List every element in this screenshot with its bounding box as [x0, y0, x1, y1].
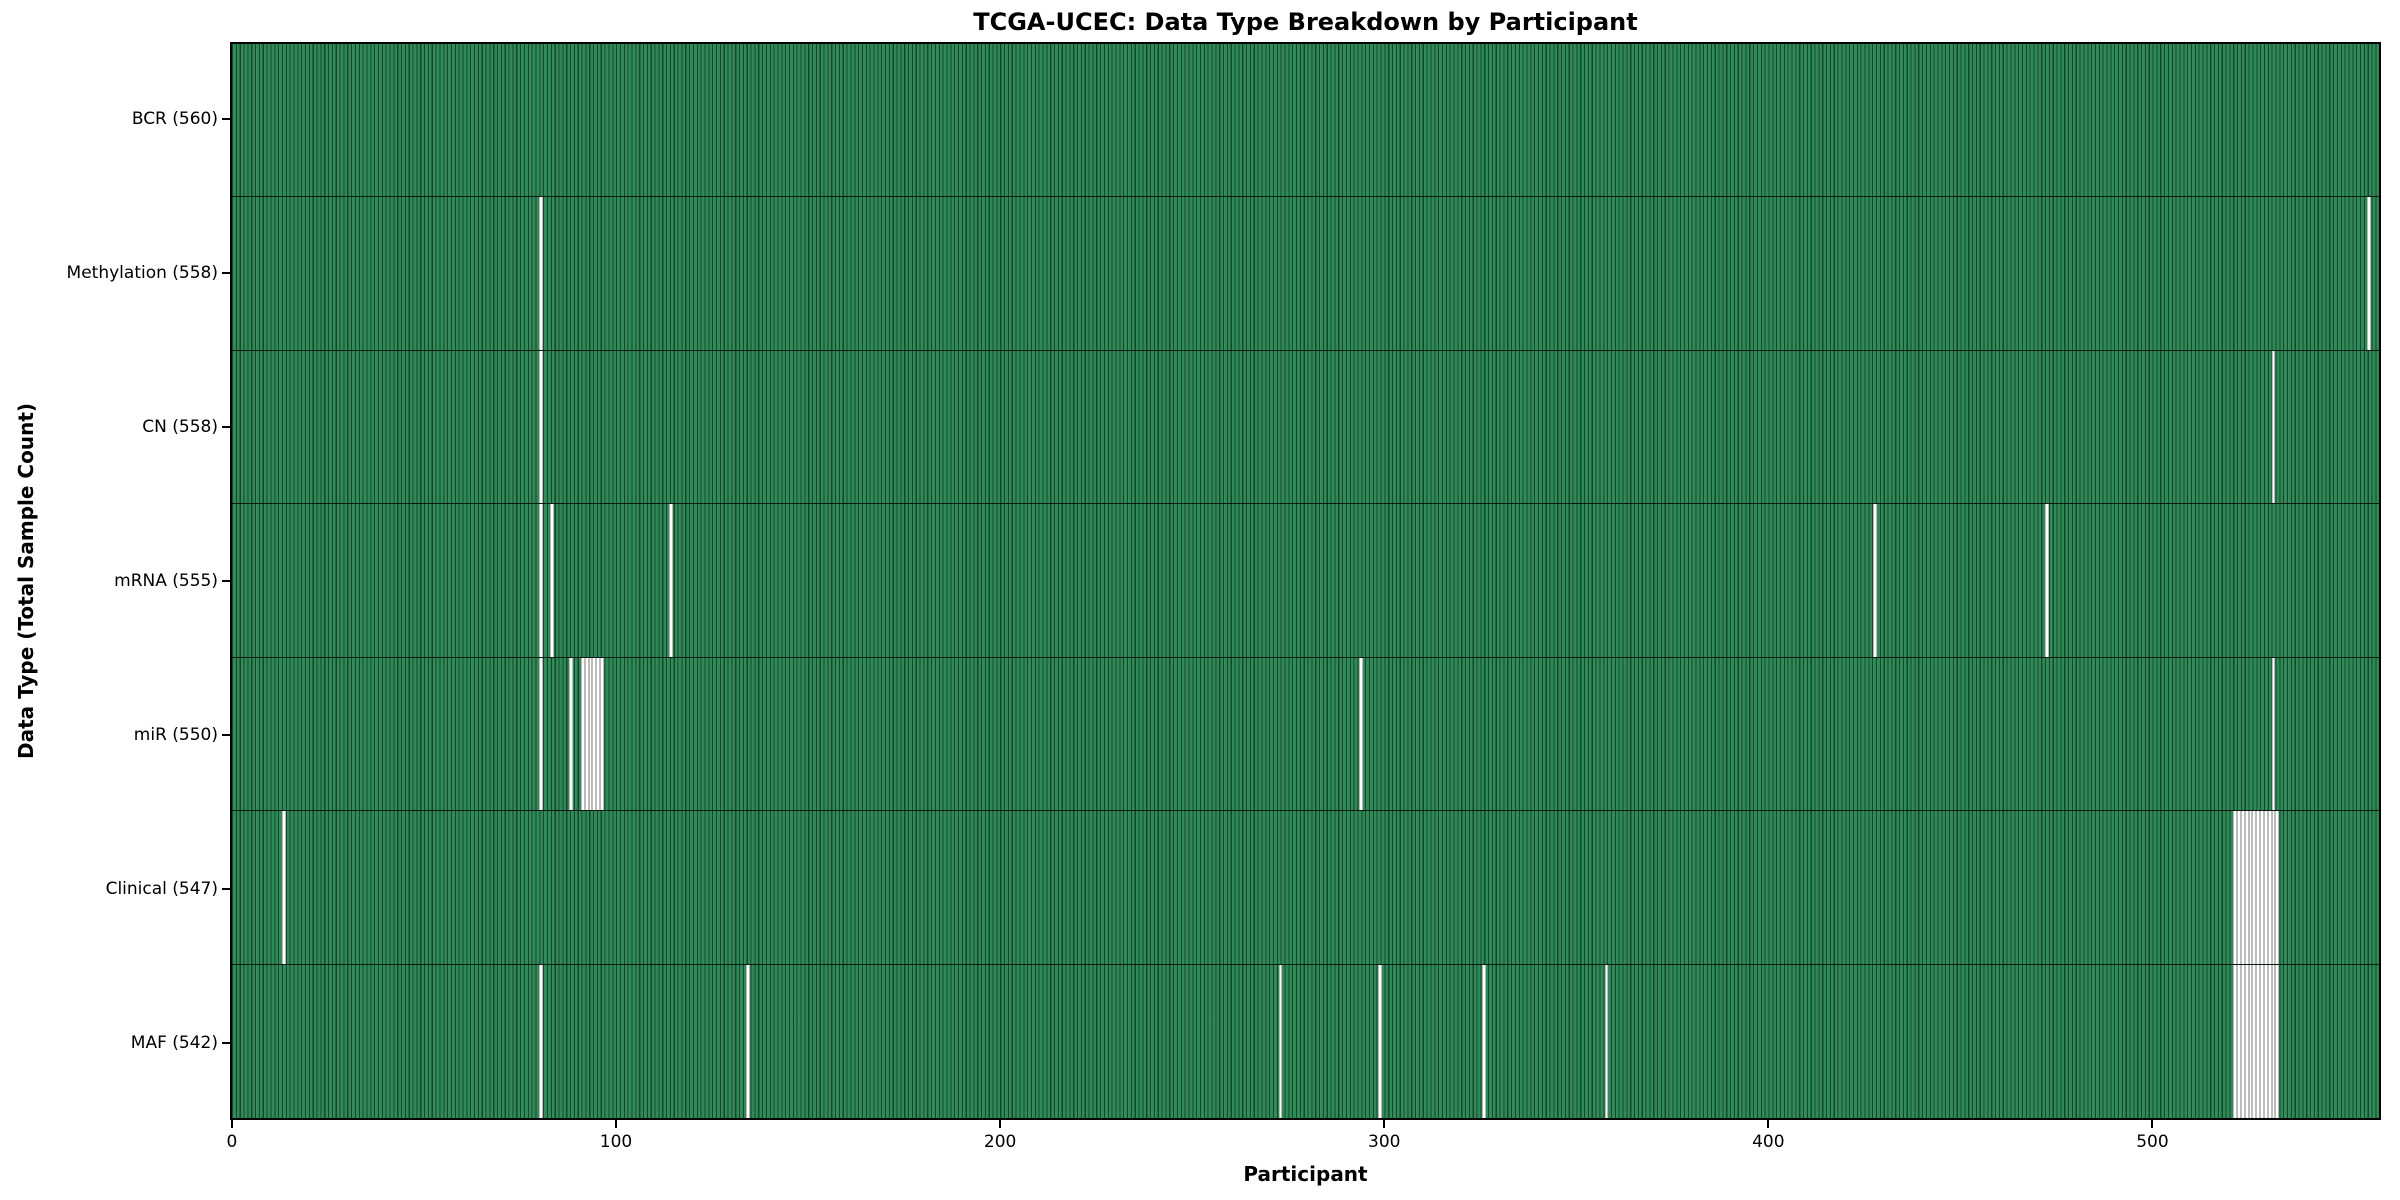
- absent-bar: [2275, 811, 2280, 964]
- absent-bar: [1359, 657, 1363, 811]
- absent-bar: [2233, 811, 2238, 964]
- x-tick-mark: [2151, 1120, 2154, 1128]
- absent-bar: [538, 657, 543, 811]
- x-tick-label: 100: [599, 1132, 633, 1152]
- absent-bar: [2256, 811, 2261, 964]
- row-bcr: [232, 44, 2379, 198]
- x-tick-label: 0: [226, 1132, 238, 1152]
- x-tick-mark: [615, 1120, 618, 1128]
- absent-bar: [2271, 350, 2276, 504]
- y-tick-mark: [222, 734, 230, 736]
- absent-bar: [2240, 964, 2245, 1118]
- absent-bar: [2252, 811, 2257, 964]
- y-tick-label: MAF (542): [130, 1033, 218, 1053]
- absent-bar: [2260, 964, 2264, 1118]
- absent-bar: [584, 657, 589, 811]
- absent-bar: [592, 657, 597, 811]
- plot-area: Present Absent: [230, 42, 2381, 1120]
- absent-bar: [600, 657, 604, 811]
- absent-bar: [538, 350, 543, 504]
- absent-bar: [2271, 964, 2276, 1118]
- absent-bar: [569, 657, 574, 811]
- absent-bar: [2367, 197, 2372, 350]
- y-tick-label: Clinical (547): [105, 879, 218, 899]
- absent-bar: [588, 657, 593, 811]
- absent-bar: [2267, 811, 2272, 964]
- absent-bar: [2233, 964, 2238, 1118]
- x-tick-mark: [999, 1120, 1002, 1128]
- y-tick-label: Methylation (558): [66, 263, 218, 283]
- absent-bar: [1604, 964, 1609, 1118]
- y-tick-mark: [222, 272, 230, 274]
- absent-bar: [2237, 811, 2241, 964]
- absent-bar: [1872, 504, 1877, 657]
- y-tick-mark: [222, 118, 230, 120]
- absent-bar: [2271, 657, 2276, 811]
- row-mrna: [232, 504, 2379, 658]
- absent-bar: [2263, 811, 2268, 964]
- x-tick-label: 500: [2136, 1132, 2169, 1152]
- x-tick-mark: [1767, 1120, 1770, 1128]
- y-tick-label: CN (558): [142, 417, 218, 437]
- absent-bar: [538, 504, 543, 657]
- absent-bar: [2248, 811, 2253, 964]
- absent-bar: [538, 964, 543, 1118]
- y-tick-mark: [222, 580, 230, 582]
- row-clinical: [232, 811, 2379, 965]
- x-tick-label: 300: [1368, 1132, 1401, 1152]
- absent-bar: [669, 504, 673, 657]
- absent-bar: [2271, 811, 2276, 964]
- chart-title: TCGA-UCEC: Data Type Breakdown by Partic…: [973, 8, 1638, 36]
- y-tick-label: BCR (560): [131, 109, 218, 129]
- absent-bar: [538, 197, 543, 350]
- absent-bar: [2045, 504, 2050, 657]
- absent-bar: [2244, 811, 2249, 964]
- absent-bar: [580, 657, 585, 811]
- x-tick-label: 200: [983, 1132, 1017, 1152]
- absent-bar: [1378, 964, 1383, 1118]
- y-tick-mark: [222, 426, 230, 428]
- x-tick-label: 400: [1752, 1132, 1785, 1152]
- absent-bar: [596, 657, 601, 811]
- absent-bar: [2244, 964, 2249, 1118]
- absent-bar: [2263, 964, 2268, 1118]
- absent-bar: [2248, 964, 2253, 1118]
- row-methylation: [232, 197, 2379, 351]
- y-tick-label: mRNA (555): [114, 571, 218, 591]
- absent-bar: [550, 504, 555, 657]
- absent-bar: [281, 811, 286, 964]
- y-tick-mark: [222, 888, 230, 890]
- absent-bar: [2275, 964, 2280, 1118]
- absent-bar: [1278, 964, 1283, 1118]
- absent-bar: [2267, 964, 2272, 1118]
- x-tick-mark: [1383, 1120, 1386, 1128]
- absent-bar: [2240, 811, 2245, 964]
- row-mir: [232, 657, 2379, 812]
- y-tick-mark: [222, 1042, 230, 1044]
- absent-bar: [1481, 964, 1486, 1118]
- presence-matrix: [232, 44, 2379, 1118]
- y-tick-label: miR (550): [133, 725, 218, 745]
- x-tick-mark: [230, 1120, 233, 1128]
- absent-bar: [745, 964, 750, 1118]
- row-maf: [232, 964, 2379, 1118]
- row-cn: [232, 350, 2379, 505]
- absent-bar: [2260, 811, 2264, 964]
- absent-bar: [2252, 964, 2257, 1118]
- absent-bar: [2256, 964, 2261, 1118]
- absent-bar: [2237, 964, 2241, 1118]
- x-axis-label: Participant: [1243, 1162, 1368, 1186]
